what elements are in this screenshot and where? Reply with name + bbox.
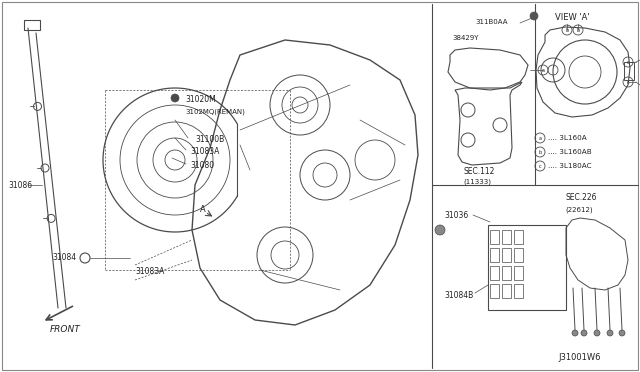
Circle shape — [619, 330, 625, 336]
Text: SEC.112: SEC.112 — [463, 167, 494, 176]
Text: b: b — [577, 28, 580, 32]
Text: SEC.226: SEC.226 — [565, 193, 596, 202]
Text: (11333): (11333) — [463, 179, 491, 185]
Text: 3102MQ(REMAN): 3102MQ(REMAN) — [185, 109, 245, 115]
Text: 31086: 31086 — [8, 180, 32, 189]
Text: 311B0AA: 311B0AA — [475, 19, 508, 25]
Circle shape — [435, 225, 445, 235]
Text: VIEW 'A': VIEW 'A' — [555, 13, 589, 22]
Text: a: a — [538, 135, 541, 141]
Text: J31001W6: J31001W6 — [558, 353, 600, 362]
Text: a: a — [541, 67, 545, 73]
Text: 31084: 31084 — [52, 253, 76, 263]
Text: 38429Y: 38429Y — [452, 35, 479, 41]
Text: 31036: 31036 — [444, 211, 468, 219]
Text: (22612): (22612) — [565, 207, 593, 213]
Text: A: A — [200, 205, 205, 215]
Text: 31083A: 31083A — [190, 148, 220, 157]
Circle shape — [581, 330, 587, 336]
Circle shape — [572, 330, 578, 336]
Text: 31080: 31080 — [190, 160, 214, 170]
Circle shape — [171, 94, 179, 102]
Text: FRONT: FRONT — [50, 326, 81, 334]
Text: b: b — [538, 150, 541, 154]
Text: c: c — [539, 164, 541, 169]
Circle shape — [607, 330, 613, 336]
Text: c: c — [627, 60, 629, 64]
Text: .... 3L180AC: .... 3L180AC — [548, 163, 591, 169]
Text: b: b — [565, 28, 568, 32]
Text: .... 3L160AB: .... 3L160AB — [548, 149, 592, 155]
Text: 31083A: 31083A — [135, 267, 164, 276]
Text: 31100B: 31100B — [195, 135, 224, 144]
Text: 31084B: 31084B — [444, 291, 473, 299]
Text: .... 3L160A: .... 3L160A — [548, 135, 587, 141]
Circle shape — [530, 12, 538, 20]
Circle shape — [594, 330, 600, 336]
Text: 31020M: 31020M — [185, 96, 216, 105]
Text: c: c — [627, 80, 629, 84]
